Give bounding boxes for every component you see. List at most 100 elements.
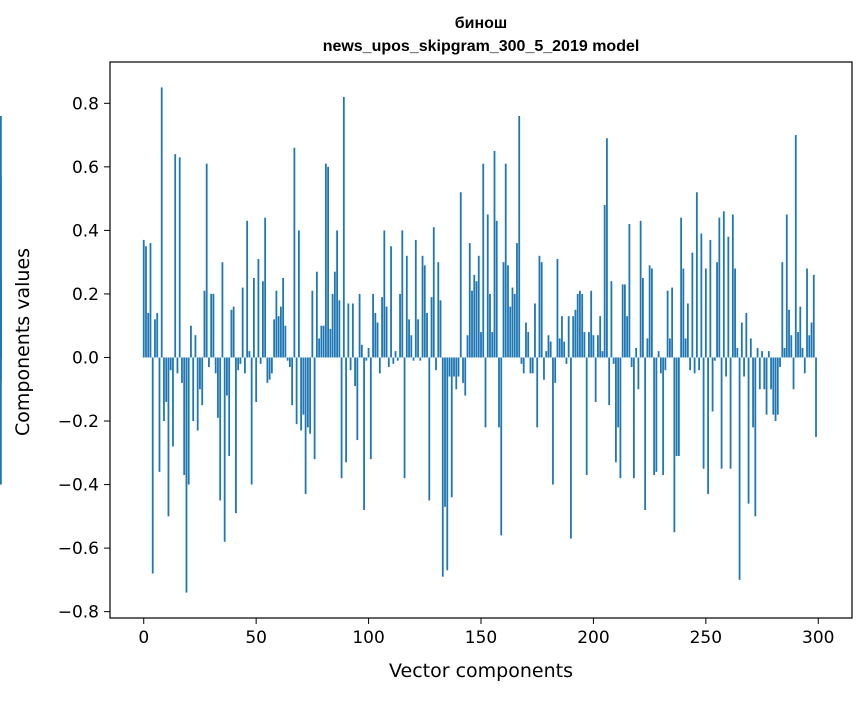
y-tick-label: 0.2 — [72, 285, 99, 305]
bar-165 — [513, 293, 516, 358]
bar-221 — [639, 220, 642, 358]
y-tick-label: 0.8 — [72, 94, 99, 114]
bar-14 — [174, 154, 177, 358]
bar-20 — [187, 357, 190, 485]
bar-72 — [304, 357, 307, 495]
bar-210 — [615, 357, 617, 463]
bar-64 — [286, 357, 289, 361]
bar-261 — [729, 357, 732, 469]
bar-186 — [561, 316, 563, 358]
bar-228 — [655, 357, 658, 472]
bar-276 — [763, 357, 766, 390]
bar-undefined — [0, 354, 2, 358]
bar-105 — [378, 357, 381, 374]
bar-45 — [244, 357, 246, 374]
bar-86 — [336, 230, 338, 358]
bar-262 — [731, 214, 734, 358]
bar-241 — [684, 338, 687, 358]
y-tick-label: −0.6 — [58, 539, 99, 559]
bar-84 — [331, 293, 334, 358]
bar-125 — [423, 265, 426, 358]
bar-139 — [455, 357, 458, 390]
bar-147 — [473, 274, 476, 358]
bar-40 — [232, 306, 235, 358]
bar-272 — [754, 357, 757, 517]
bar-157 — [495, 220, 498, 358]
bar-231 — [662, 357, 665, 476]
bar-22 — [192, 357, 195, 422]
bar-190 — [570, 357, 572, 539]
bar-58 — [273, 319, 276, 358]
bar-226 — [650, 268, 653, 358]
bar-93 — [351, 303, 354, 358]
bar-173 — [531, 357, 534, 374]
bar-169 — [522, 357, 525, 374]
bar-142 — [462, 357, 464, 383]
bar-207 — [608, 357, 611, 406]
bar-178 — [543, 357, 545, 380]
bar-285 — [783, 347, 786, 358]
bar-103 — [374, 312, 377, 358]
bar-293 — [801, 347, 804, 358]
bar-43 — [239, 357, 242, 364]
bar-283 — [779, 357, 781, 367]
bar-175 — [536, 357, 539, 428]
bar-113 — [396, 357, 399, 361]
bar-257 — [720, 357, 723, 469]
bar-230 — [659, 357, 662, 374]
bar-5 — [154, 319, 156, 358]
bar-51 — [257, 258, 260, 358]
x-tick-label: 250 — [690, 628, 722, 648]
bar-286 — [785, 214, 788, 358]
bar-188 — [565, 357, 568, 364]
bar-294 — [803, 357, 806, 374]
x-tick-label: 200 — [577, 628, 609, 648]
bar-180 — [547, 335, 550, 358]
bar-81 — [324, 163, 327, 358]
bar-196 — [583, 332, 586, 358]
x-tick-label: 300 — [802, 628, 834, 648]
bar-280 — [772, 357, 775, 415]
bar-253 — [711, 357, 714, 412]
bar-151 — [482, 163, 485, 358]
bar-140 — [457, 357, 460, 377]
bar-235 — [671, 287, 674, 358]
bar-57 — [270, 357, 273, 374]
bar-144 — [466, 335, 469, 358]
bar-201 — [594, 357, 597, 402]
bar-164 — [511, 287, 514, 358]
bar-111 — [392, 357, 395, 364]
bar-11 — [167, 357, 170, 517]
bar-161 — [504, 163, 507, 358]
bar-148 — [475, 281, 478, 358]
bar-146 — [471, 290, 473, 358]
bar-204 — [601, 351, 604, 358]
bar-168 — [520, 357, 523, 364]
bar-141 — [459, 192, 462, 358]
bar-197 — [585, 357, 588, 476]
bar-239 — [680, 217, 683, 358]
bar-152 — [484, 357, 487, 428]
bar-224 — [646, 338, 649, 358]
bar-136 — [448, 357, 451, 377]
bar-158 — [498, 357, 500, 428]
bar-101 — [369, 357, 372, 460]
bar-155 — [491, 332, 494, 358]
bar-252 — [709, 239, 712, 358]
bar-69 — [297, 230, 300, 358]
bar-270 — [749, 338, 752, 358]
bar-297 — [810, 322, 813, 358]
bar-42 — [237, 357, 240, 371]
bar-29 — [208, 357, 210, 367]
bar-74 — [309, 357, 312, 434]
bar-41 — [235, 357, 237, 514]
bar-278 — [767, 351, 770, 358]
bar-216 — [628, 224, 631, 358]
bar-265 — [738, 357, 741, 580]
bar-287 — [788, 309, 790, 358]
bar-150 — [480, 332, 482, 358]
bar-52 — [259, 357, 262, 364]
bar-85 — [333, 271, 336, 358]
bar-269 — [747, 357, 750, 504]
bar-133 — [441, 357, 444, 577]
